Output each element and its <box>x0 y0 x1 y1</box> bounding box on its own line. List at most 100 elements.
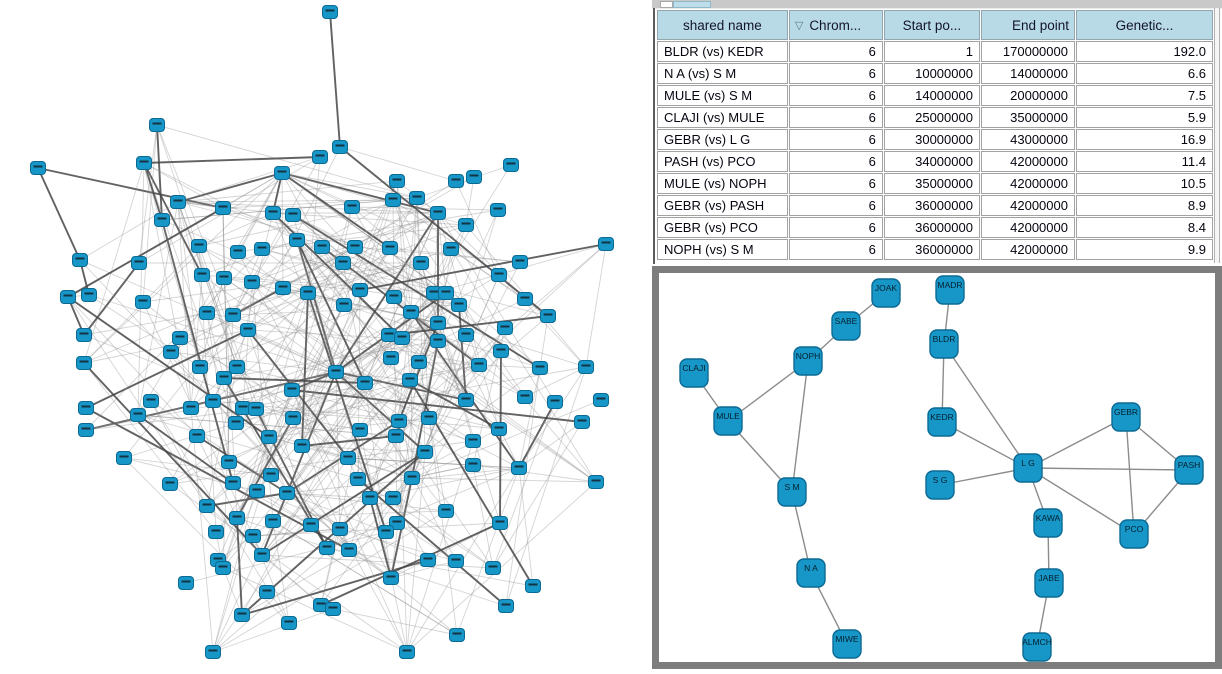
filter-icon[interactable]: ▽ <box>794 19 804 32</box>
network-node[interactable] <box>458 393 474 407</box>
network-node[interactable] <box>332 522 348 536</box>
table-cell[interactable]: 6 <box>788 173 883 194</box>
network-node[interactable] <box>312 150 328 164</box>
network-node[interactable] <box>189 429 205 443</box>
network-node[interactable] <box>215 561 231 575</box>
network-node[interactable] <box>448 174 464 188</box>
detail-network-canvas[interactable]: JOAK MADR SABE BLDR NOPH CLAJI KEDR GEBR MULE L G… <box>659 273 1215 662</box>
network-node[interactable] <box>229 360 245 374</box>
network-node[interactable] <box>362 491 378 505</box>
network-node[interactable] <box>498 599 514 613</box>
network-node-kawa[interactable] <box>1033 508 1063 538</box>
table-cell[interactable]: 8.9 <box>1075 195 1213 216</box>
table-cell[interactable]: 20000000 <box>980 85 1075 106</box>
table-cell[interactable]: 42000000 <box>980 217 1075 238</box>
table-cell[interactable]: 7.5 <box>1075 85 1213 106</box>
network-node-gebr[interactable] <box>1111 402 1141 432</box>
network-node[interactable] <box>285 208 301 222</box>
table-cell[interactable]: 8.4 <box>1075 217 1213 238</box>
network-node[interactable] <box>170 195 186 209</box>
network-node[interactable] <box>131 256 147 270</box>
detail-network-view[interactable]: JOAK MADR SABE BLDR NOPH CLAJI KEDR GEBR MULE L G… <box>659 273 1215 662</box>
network-node[interactable] <box>303 518 319 532</box>
network-node[interactable] <box>492 516 508 530</box>
network-node[interactable] <box>265 514 281 528</box>
table-cell[interactable]: 1 <box>883 41 980 62</box>
table-cell[interactable]: 36000000 <box>883 217 980 238</box>
network-node[interactable] <box>225 476 241 490</box>
network-node[interactable] <box>409 191 425 205</box>
column-header-endpoint[interactable]: End point <box>980 10 1075 40</box>
network-node[interactable] <box>234 608 250 622</box>
network-node[interactable] <box>430 334 446 348</box>
network-node-miwe[interactable] <box>832 629 862 659</box>
table-cell[interactable]: 42000000 <box>980 151 1075 172</box>
network-node[interactable] <box>485 561 501 575</box>
table-cell[interactable]: 42000000 <box>980 173 1075 194</box>
table-cell[interactable]: 25000000 <box>883 107 980 128</box>
table-cell[interactable]: 35000000 <box>980 107 1075 128</box>
network-node[interactable] <box>178 576 194 590</box>
table-cell[interactable]: 9.9 <box>1075 239 1213 260</box>
network-node[interactable] <box>230 245 246 259</box>
network-node[interactable] <box>421 411 437 425</box>
table-cell[interactable]: MULE (vs) S M <box>657 85 788 106</box>
network-node[interactable] <box>263 468 279 482</box>
network-node[interactable] <box>78 423 94 437</box>
table-row[interactable]: PASH (vs) PCO 6 34000000 42000000 11.4 <box>657 151 1213 172</box>
network-node[interactable] <box>430 206 446 220</box>
network-node[interactable] <box>274 166 290 180</box>
network-node[interactable] <box>285 411 301 425</box>
network-node[interactable] <box>216 271 232 285</box>
table-cell[interactable]: MULE (vs) NOPH <box>657 173 788 194</box>
network-node-madr[interactable] <box>935 275 965 305</box>
network-node[interactable] <box>205 394 221 408</box>
network-node[interactable] <box>261 430 277 444</box>
network-node[interactable] <box>76 328 92 342</box>
table-cell[interactable]: 6.6 <box>1075 63 1213 84</box>
network-node[interactable] <box>248 402 264 416</box>
network-node[interactable] <box>458 328 474 342</box>
network-node[interactable] <box>135 295 151 309</box>
network-node[interactable] <box>547 395 563 409</box>
network-node-s-m[interactable] <box>777 477 807 507</box>
scrollbar-thumb[interactable] <box>673 1 711 8</box>
table-cell[interactable]: 6 <box>788 239 883 260</box>
network-node[interactable] <box>72 253 88 267</box>
network-node[interactable] <box>215 201 231 215</box>
network-node[interactable] <box>240 323 256 337</box>
network-node[interactable] <box>149 118 165 132</box>
network-node[interactable] <box>228 416 244 430</box>
column-header-genetic[interactable]: Genetic... <box>1075 10 1213 40</box>
network-node[interactable] <box>378 525 394 539</box>
network-node[interactable] <box>503 158 519 172</box>
network-node[interactable] <box>471 358 487 372</box>
table-cell[interactable]: GEBR (vs) PCO <box>657 217 788 238</box>
network-node[interactable] <box>341 543 357 557</box>
network-node[interactable] <box>399 645 415 659</box>
network-node[interactable] <box>411 355 427 369</box>
network-node[interactable] <box>598 237 614 251</box>
table-cell[interactable]: PASH (vs) PCO <box>657 151 788 172</box>
table-cell[interactable]: 6 <box>788 217 883 238</box>
network-node[interactable] <box>438 286 454 300</box>
network-node[interactable] <box>344 200 360 214</box>
network-node[interactable] <box>116 451 132 465</box>
table-cell[interactable]: 14000000 <box>980 63 1075 84</box>
network-node[interactable] <box>403 305 419 319</box>
network-node-joak[interactable] <box>871 278 901 308</box>
table-cell[interactable]: 43000000 <box>980 129 1075 150</box>
network-node[interactable] <box>194 268 210 282</box>
network-node[interactable] <box>205 645 221 659</box>
table-row[interactable]: CLAJI (vs) MULE 6 25000000 35000000 5.9 <box>657 107 1213 128</box>
network-node[interactable] <box>208 525 224 539</box>
network-node[interactable] <box>491 422 507 436</box>
network-node[interactable] <box>328 365 344 379</box>
network-node[interactable] <box>352 423 368 437</box>
network-node[interactable] <box>300 286 316 300</box>
network-node-mule[interactable] <box>713 406 743 436</box>
network-node[interactable] <box>382 241 398 255</box>
network-node[interactable] <box>517 292 533 306</box>
network-node[interactable] <box>30 161 46 175</box>
network-node[interactable] <box>199 306 215 320</box>
